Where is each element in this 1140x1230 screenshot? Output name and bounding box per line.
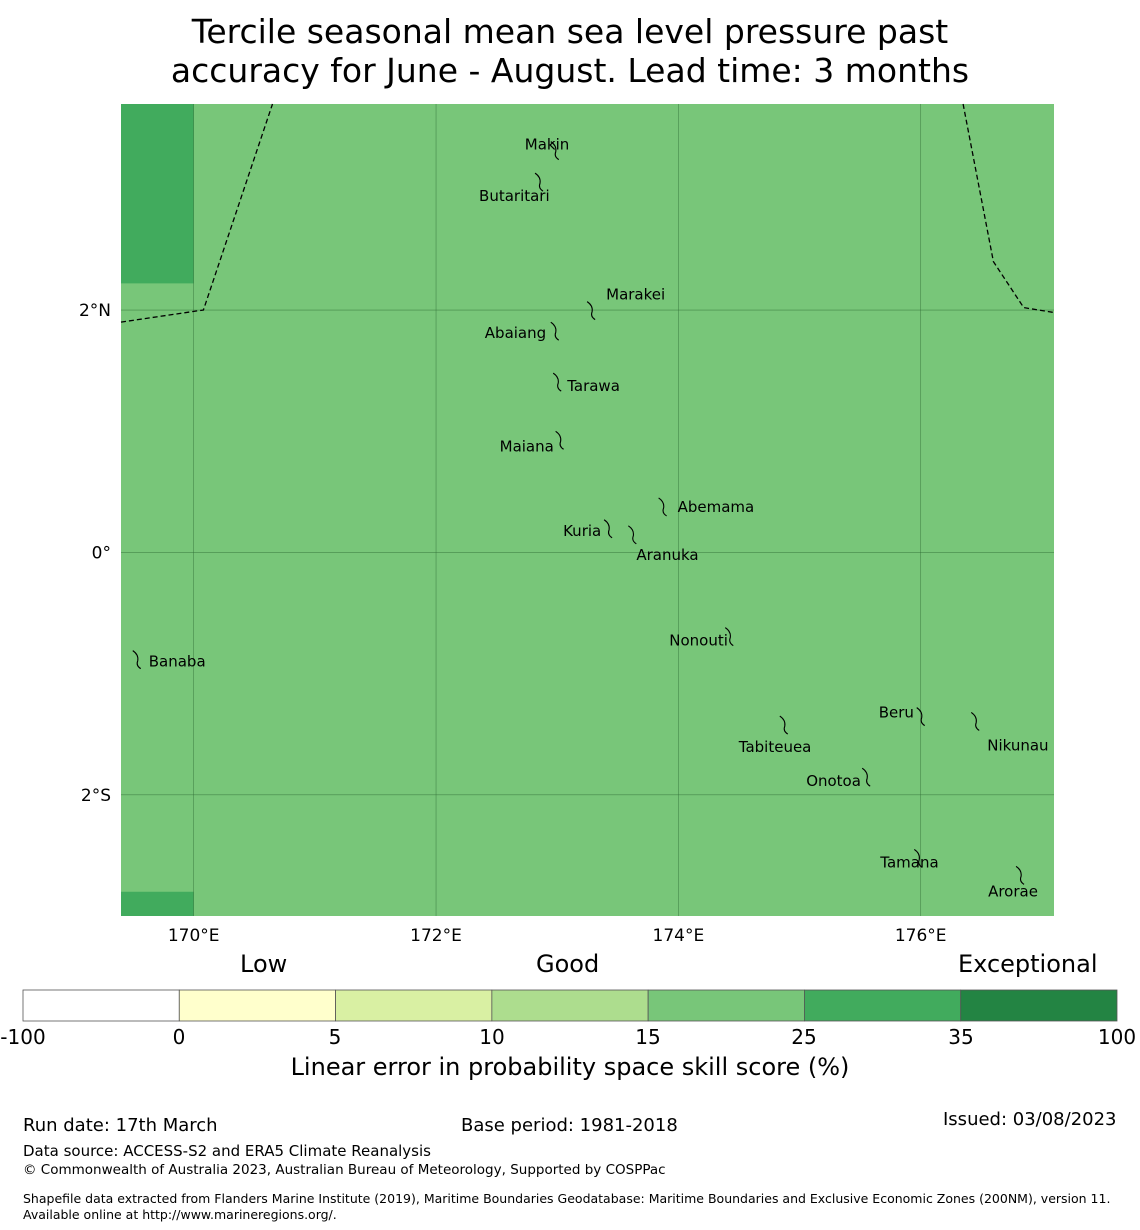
island-outline [1015, 865, 1025, 885]
category-exceptional: Exceptional [958, 950, 1098, 978]
island-outline [628, 525, 637, 545]
island-outline [552, 372, 562, 392]
copyright: © Commonwealth of Australia 2023, Austra… [23, 1162, 666, 1178]
map-panel: Makin Butaritari Marakei Abaiang Tarawa Maian… [79, 103, 1055, 946]
lon-tick-label: 172°E [410, 926, 462, 946]
lon-tick-label: 170°E [168, 926, 220, 946]
category-low: Low [240, 950, 288, 978]
island-outline [603, 519, 613, 539]
colorbar-bin [960, 989, 1118, 1022]
colorbar-bin [178, 989, 336, 1022]
cb-tick: 35 [948, 1025, 974, 1049]
island-outline [861, 767, 871, 787]
high-skill-cell [121, 104, 194, 284]
island-outline [724, 627, 734, 647]
cb-tick: 15 [635, 1025, 661, 1049]
cb-tick: -100 [0, 1025, 46, 1049]
colorbar-bin [491, 989, 649, 1022]
island-outline [916, 707, 926, 727]
island-label: Marakei [606, 286, 665, 304]
lon-tick-label: 176°E [895, 926, 947, 946]
colorbar-bin [647, 989, 805, 1022]
lon-tick-label: 174°E [653, 926, 705, 946]
island-label: Kuria [563, 522, 601, 540]
lat-tick-label: 0° [92, 543, 111, 563]
island-label: Banaba [149, 653, 206, 671]
base-period: Base period: 1981-2018 [461, 1115, 678, 1136]
island-label: Tamana [879, 853, 938, 871]
island-label: Nikunau [987, 736, 1048, 754]
skill-field-background [121, 104, 1054, 916]
eez-boundary [962, 103, 1055, 314]
island-label: Aranuka [636, 546, 698, 564]
island-outline [913, 848, 923, 868]
island-outline [550, 321, 560, 341]
run-date: Run date: 17th March [23, 1115, 218, 1136]
island-outline [586, 301, 596, 321]
island-label: Beru [879, 704, 914, 722]
shapefile-credit: Shapefile data extracted from Flanders M… [23, 1191, 1111, 1222]
island-label: Onotoa [806, 772, 861, 790]
cb-tick: 100 [1097, 1025, 1137, 1049]
island-label: Abemama [678, 498, 755, 516]
lat-tick-label: 2°S [81, 786, 111, 806]
lat-tick-label: 2°N [79, 301, 111, 321]
island-label: Makin [525, 136, 570, 154]
island-label: Arorae [988, 882, 1038, 900]
island-outline [970, 711, 980, 731]
island-outline [658, 497, 667, 517]
map-title: Tercile seasonal mean sea level pressure… [0, 12, 1140, 90]
colorbar [22, 989, 1118, 1022]
island-label: Nonouti [669, 632, 728, 650]
colorbar-bin [804, 989, 962, 1022]
cb-tick: 0 [172, 1025, 186, 1049]
island-label: Maiana [500, 437, 554, 455]
island-label: Tarawa [566, 377, 620, 395]
data-source: Data source: ACCESS-S2 and ERA5 Climate … [23, 1142, 431, 1160]
title-line-2: accuracy for June - August. Lead time: 3… [170, 51, 970, 90]
high-skill-cell [121, 891, 194, 916]
title-line-1: Tercile seasonal mean sea level pressure… [191, 12, 949, 51]
island-outline [779, 715, 789, 735]
category-good: Good [536, 950, 600, 978]
colorbar-bin [22, 989, 180, 1022]
colorbar-bin [335, 989, 493, 1022]
issued-date: Issued: 03/08/2023 [943, 1109, 1117, 1130]
island-label: Butaritari [479, 187, 550, 205]
map-layer: Makin Butaritari Marakei Abaiang Tarawa Maian… [79, 103, 1055, 946]
island-outline [534, 172, 544, 192]
eez-boundary [120, 103, 274, 323]
cb-tick: 25 [791, 1025, 817, 1049]
cb-tick: 5 [328, 1025, 342, 1049]
island-outline [555, 430, 564, 450]
island-outline [550, 141, 560, 161]
island-label: Abaiang [485, 324, 546, 342]
colorbar-label: Linear error in probability space skill … [290, 1053, 850, 1081]
island-outline [132, 650, 142, 670]
island-label: Tabiteuea [738, 738, 812, 756]
cb-tick: 10 [479, 1025, 505, 1049]
